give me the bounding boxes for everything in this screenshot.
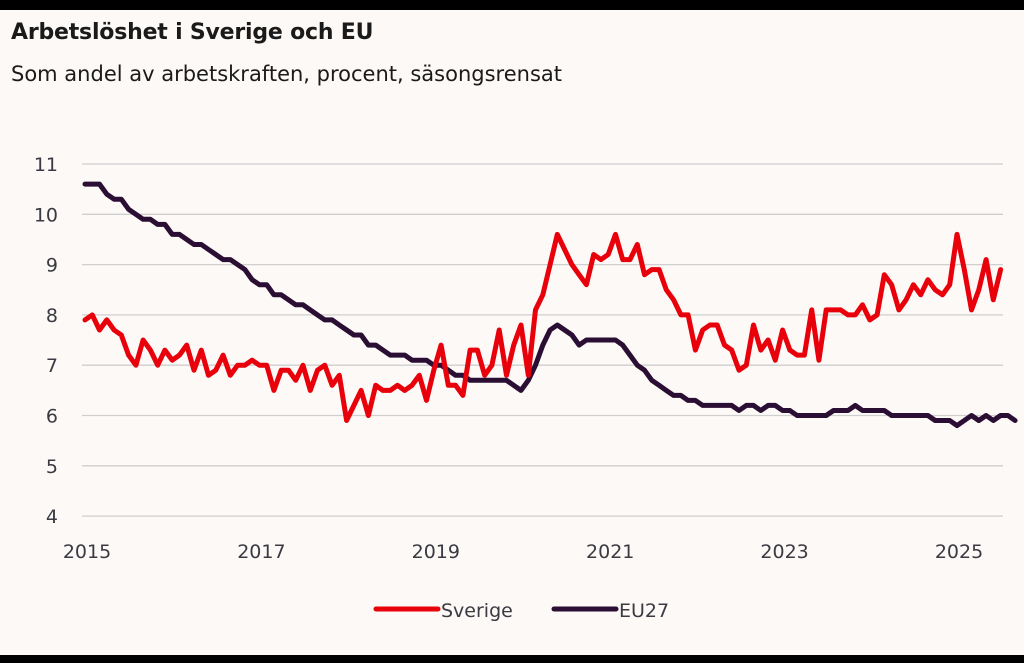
chart-title: Arbetslöshet i Sverige och EU — [11, 20, 374, 45]
y-tick-label: 10 — [34, 204, 58, 226]
x-axis-ticks: 2015 2017 2019 2021 2023 2025 — [63, 541, 983, 563]
x-tick-label: 2015 — [63, 541, 111, 563]
y-axis-ticks: 4 5 6 7 8 9 10 11 — [34, 154, 58, 528]
y-tick-label: 5 — [46, 456, 58, 478]
legend-label-eu27: EU27 — [619, 600, 669, 622]
y-tick-label: 8 — [46, 305, 58, 327]
series-line-eu27 — [82, 181, 1018, 429]
x-tick-label: 2025 — [935, 541, 983, 563]
x-tick-label: 2023 — [760, 541, 808, 563]
chart-frame: Arbetslöshet i Sverige och EU Som andel … — [0, 10, 1024, 655]
y-tick-label: 4 — [46, 506, 58, 528]
y-tick-label: 6 — [46, 406, 58, 428]
x-tick-label: 2019 — [412, 541, 460, 563]
series-line-sverige — [82, 231, 1004, 423]
chart-subtitle: Som andel av arbetskraften, procent, säs… — [11, 62, 562, 86]
y-tick-label: 11 — [34, 154, 58, 176]
legend-label-sverige: Sverige — [441, 600, 513, 622]
y-tick-label: 9 — [46, 255, 58, 277]
x-tick-label: 2021 — [586, 541, 634, 563]
series-lines — [82, 181, 1018, 429]
legend: Sverige EU27 — [373, 600, 669, 622]
x-tick-label: 2017 — [237, 541, 285, 563]
y-tick-label: 7 — [46, 355, 58, 377]
